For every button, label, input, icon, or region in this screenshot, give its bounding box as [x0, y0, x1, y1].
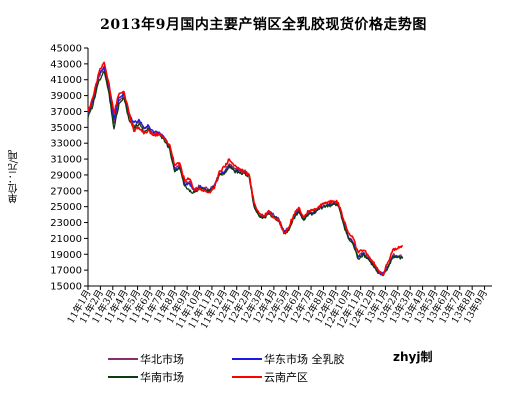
y-tick-label: 25000: [50, 202, 82, 213]
credit-text: zhyj制: [393, 350, 433, 364]
axes: 15000 17000 19000 21000 23000 25000 27000 29000…: [50, 44, 492, 331]
y-tick-label: 37000: [50, 107, 82, 118]
legend-swatch: [108, 376, 138, 378]
legend-swatch: [108, 358, 138, 360]
series-line-4: [87, 61, 404, 276]
y-tick-label: 17000: [50, 266, 82, 277]
y-tick-label: 39000: [50, 91, 82, 102]
y-tick-label: 21000: [50, 234, 82, 245]
y-tick-label: 33000: [50, 139, 82, 150]
legend-label: 华南市场: [140, 371, 184, 384]
y-tick-label: 29000: [50, 170, 82, 181]
y-tick-label: 35000: [50, 123, 82, 134]
legend-swatch: [232, 358, 262, 360]
y-tick-label: 27000: [50, 186, 82, 197]
y-tick-label: 31000: [50, 155, 82, 166]
y-tick-label: 41000: [50, 75, 82, 86]
series-line-3: [87, 71, 403, 277]
series-lines: [87, 61, 404, 277]
y-tick-label: 45000: [50, 44, 82, 55]
legend-label: 华东市场 全乳胶: [264, 353, 345, 366]
y-tick-label: 19000: [50, 250, 82, 261]
y-tick-label: 23000: [50, 218, 82, 229]
legend-label: 华北市场: [140, 353, 184, 366]
legend-label: 云南产区: [264, 371, 308, 384]
chart-title: 2013年9月国内主要产销区全乳胶现货价格走势图: [100, 17, 427, 33]
legend-swatch: [232, 376, 262, 378]
y-tick-label: 43000: [50, 59, 82, 70]
y-tick-label: 15000: [50, 282, 82, 293]
